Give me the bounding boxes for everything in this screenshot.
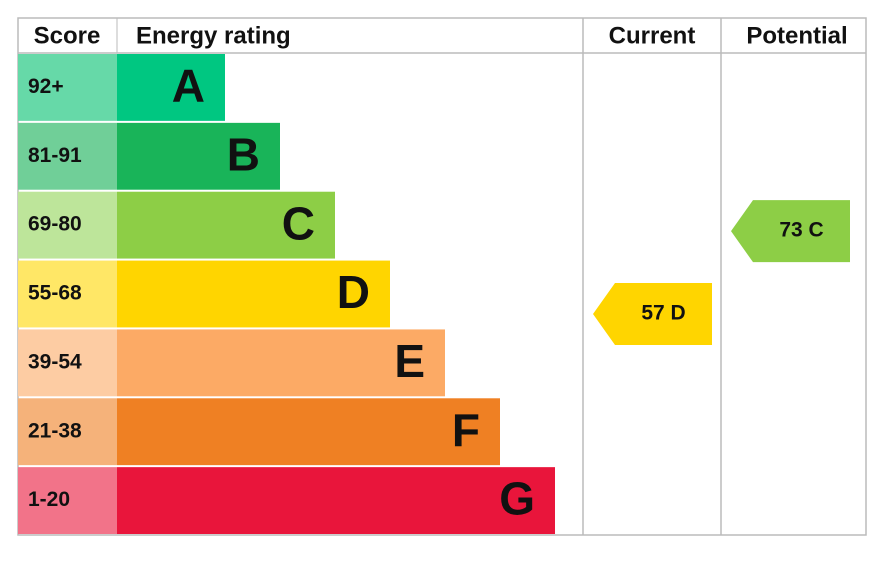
current-arrow [593, 283, 712, 345]
score-cell [18, 122, 117, 190]
rating-bar [117, 260, 390, 328]
rating-bar [117, 122, 280, 190]
current-label: 57 D [641, 302, 685, 325]
score-cell [18, 398, 117, 466]
score-cell [18, 329, 117, 397]
score-label: 39-54 [28, 350, 82, 373]
potential-arrow [731, 200, 850, 263]
rating-bar [117, 329, 445, 397]
score-cell [18, 467, 117, 534]
score-label: 92+ [28, 75, 64, 98]
header-current: Current [609, 22, 696, 49]
band-letter: G [499, 473, 535, 525]
band-letter: F [452, 404, 480, 456]
score-cell [18, 191, 117, 259]
band-letter: B [227, 128, 260, 180]
score-label: 1-20 [28, 488, 70, 511]
band-letter: E [394, 335, 425, 387]
rating-bar [117, 398, 500, 466]
score-cell [18, 260, 117, 328]
header-potential: Potential [746, 22, 847, 49]
band-letter: C [282, 197, 315, 249]
score-cell [18, 54, 117, 121]
score-label: 69-80 [28, 213, 82, 236]
band-letter: D [337, 266, 370, 318]
score-label: 21-38 [28, 419, 82, 442]
rating-bar [117, 191, 335, 259]
header-rating: Energy rating [136, 22, 291, 49]
score-label: 55-68 [28, 282, 82, 305]
score-label: 81-91 [28, 144, 82, 167]
rating-bar [117, 467, 555, 534]
band-letter: A [172, 60, 205, 112]
rating-bar [117, 54, 225, 121]
potential-label: 73 C [779, 219, 823, 242]
header-score: Score [34, 22, 101, 49]
